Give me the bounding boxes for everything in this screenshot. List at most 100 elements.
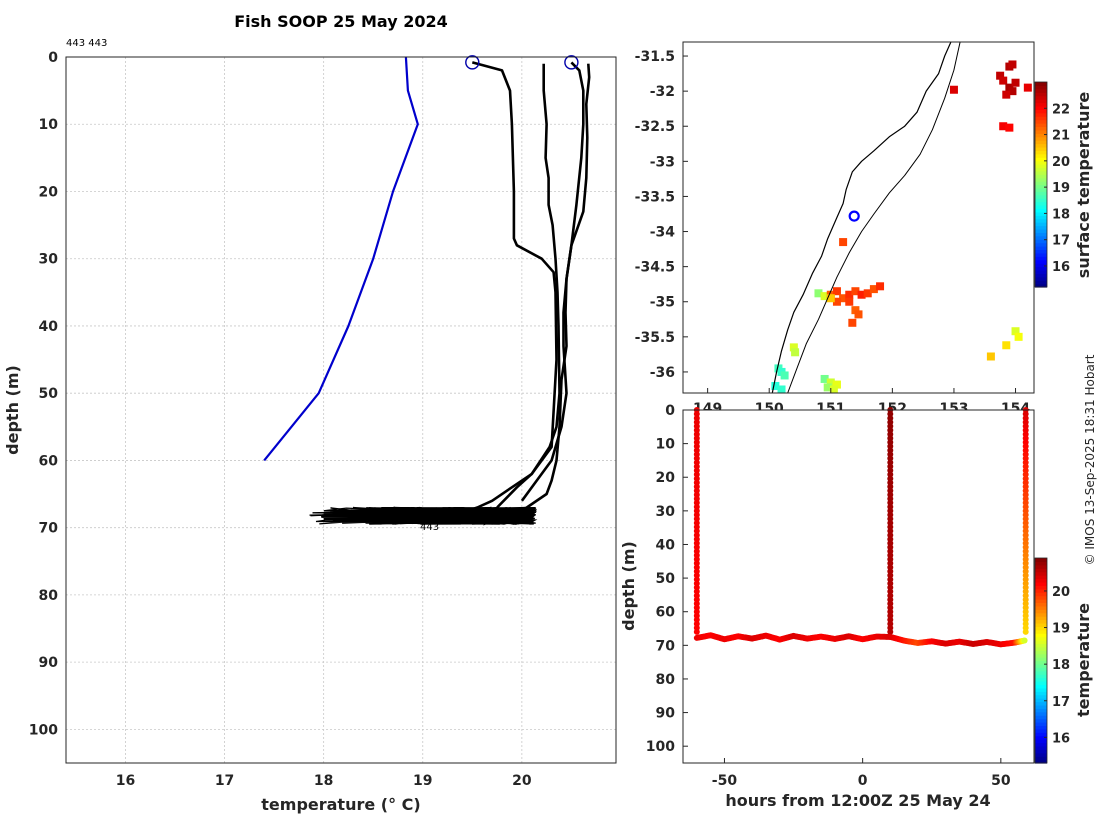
- map-y-tick-label: -34.5: [635, 260, 675, 276]
- timeseries-colorbar-tick-label: 19: [1052, 622, 1070, 637]
- timeseries-colorbar-gradient-segment: [1035, 725, 1047, 730]
- profile-y-tick-label: 100: [29, 722, 58, 738]
- timeseries-colorbar-gradient-segment: [1035, 722, 1047, 727]
- profile-plot-area: [66, 57, 616, 763]
- map-colorbar-gradient-segment: [1035, 92, 1047, 97]
- sst-pixel: [832, 297, 841, 306]
- timeseries-y-tick-label: 30: [656, 504, 676, 520]
- timeseries-colorbar-gradient-segment: [1035, 571, 1047, 576]
- credit-text: © IMOS 13-Sep-2025 18:31 Hobart: [1083, 354, 1097, 565]
- timeseries-colorbar-gradient-segment: [1035, 674, 1047, 679]
- map-colorbar-gradient-segment: [1035, 194, 1047, 199]
- timeseries-y-ticks: 0 10 20 30 40 50 60 70 80 90 100: [646, 403, 688, 755]
- timeseries-y-tick-label: 0: [665, 403, 675, 419]
- map-colorbar-gradient-segment: [1035, 129, 1047, 134]
- sst-pixel: [829, 385, 838, 394]
- profile-x-axis-label: temperature (° C): [261, 795, 420, 814]
- map-colorbar-gradient-segment: [1035, 112, 1047, 117]
- timeseries-colorbar-gradient-segment: [1035, 749, 1047, 754]
- map-colorbar-gradient-segment: [1035, 263, 1047, 268]
- timeseries-colorbar-gradient-segment: [1035, 616, 1047, 621]
- map-y-tick-label: -32: [650, 84, 675, 100]
- timeseries-y-tick-label: 70: [656, 638, 676, 654]
- timeseries-colorbar-gradient-segment: [1035, 663, 1047, 668]
- map-colorbar-gradient-segment: [1035, 116, 1047, 121]
- timeseries-temperature-dots: [693, 407, 1029, 648]
- timeseries-colorbar-gradient-segment: [1035, 681, 1047, 686]
- timeseries-colorbar-tick-label: 17: [1052, 695, 1070, 710]
- bottom-track-dot: [1021, 637, 1028, 644]
- map-coastline: [771, 41, 952, 394]
- map-y-tick-label: -31.5: [635, 49, 675, 65]
- timeseries-colorbar-gradient-segment: [1035, 609, 1047, 614]
- map-y-tick-label: -32.5: [635, 119, 675, 135]
- timeseries-colorbar-gradient-segment: [1035, 653, 1047, 658]
- timeseries-colorbar-gradient-segment: [1035, 585, 1047, 590]
- map-colorbar: 16 17 18 19 20 21 22: [1034, 81, 1070, 288]
- sst-pixel: [820, 292, 829, 301]
- map-colorbar-gradient-segment: [1035, 109, 1047, 114]
- map-y-tick-label: -34: [650, 225, 676, 241]
- map-colorbar-gradient-segment: [1035, 259, 1047, 264]
- profile-series-group: [263, 56, 591, 519]
- profile-gridlines: [66, 56, 616, 763]
- profile-annotation: 443: [420, 522, 439, 533]
- timeseries-y-tick-label: 20: [656, 470, 676, 486]
- sst-pixel: [820, 374, 829, 383]
- timeseries-colorbar-tick-label: 16: [1052, 731, 1070, 746]
- sst-pixel: [826, 378, 835, 387]
- timeseries-y-tick-label: 90: [656, 706, 676, 722]
- sst-pixel: [789, 343, 798, 352]
- sst-map-chart: 149150151152153154 -31.5-32-32.5-33-33.5…: [635, 41, 1093, 417]
- sst-pixel: [876, 282, 885, 291]
- timeseries-colorbar-gradient-segment: [1035, 650, 1047, 655]
- timeseries-colorbar-gradient-segment: [1035, 581, 1047, 586]
- timeseries-axes-frame: [682, 409, 1035, 764]
- map-colorbar-tick-label: 22: [1052, 102, 1070, 117]
- profile-surface-markers: [465, 55, 579, 70]
- sst-pixel: [869, 285, 878, 294]
- timeseries-colorbar-gradient-segment: [1035, 578, 1047, 583]
- sst-pixel: [848, 318, 857, 327]
- timeseries-colorbar-gradient-segment: [1035, 756, 1047, 761]
- map-colorbar-gradient-segment: [1035, 232, 1047, 237]
- map-colorbar-gradient-segment: [1035, 218, 1047, 223]
- timeseries-colorbar-gradient-segment: [1035, 718, 1047, 723]
- timeseries-x-tick-label: 50: [991, 773, 1011, 789]
- profile-axes-frame: [65, 56, 617, 764]
- timeseries-colorbar-gradient-segment: [1035, 575, 1047, 580]
- timeseries-x-axis-label: hours from 12:00Z 25 May 24: [725, 791, 990, 810]
- timeseries-colorbar-gradient-segment: [1035, 701, 1047, 706]
- map-colorbar-gradient-segment: [1035, 266, 1047, 271]
- sst-pixel: [1011, 327, 1020, 336]
- timeseries-colorbar-gradient-segment: [1035, 626, 1047, 631]
- timeseries-y-tick-label: 10: [656, 437, 676, 453]
- timeseries-colorbar-gradient-segment: [1035, 588, 1047, 593]
- sst-pixel: [777, 385, 786, 394]
- timeseries-y-tick-label: 100: [646, 739, 675, 755]
- map-colorbar-gradient-segment: [1035, 95, 1047, 100]
- timeseries-colorbar-gradient-segment: [1035, 732, 1047, 737]
- descent-dot: [693, 628, 700, 635]
- map-colorbar-gradient-segment: [1035, 256, 1047, 261]
- timeseries-colorbar-gradient-segment: [1035, 619, 1047, 624]
- map-colorbar-gradient-segment: [1035, 143, 1047, 148]
- map-colorbar-gradient-segment: [1035, 167, 1047, 172]
- map-position-marker: [848, 210, 860, 222]
- map-colorbar-gradient-segment: [1035, 252, 1047, 257]
- sst-pixel: [986, 352, 995, 361]
- timeseries-x-ticks: -50 0 50: [712, 758, 1011, 789]
- timeseries-colorbar-gradient-segment: [1035, 561, 1047, 566]
- timeseries-colorbar-gradient-segment: [1035, 646, 1047, 651]
- sst-pixel: [851, 287, 860, 296]
- timeseries-plot-area: [683, 410, 1034, 763]
- map-colorbar-gradient-segment: [1035, 273, 1047, 278]
- timeseries-colorbar-gradient-segment: [1035, 698, 1047, 703]
- profile-series-1: [447, 61, 558, 519]
- profile-y-tick-label: 0: [48, 50, 58, 66]
- sst-pixel: [771, 381, 780, 390]
- map-colorbar-frame: [1034, 81, 1048, 288]
- timeseries-colorbar-gradient-segment: [1035, 677, 1047, 682]
- sst-pixel: [1002, 341, 1011, 350]
